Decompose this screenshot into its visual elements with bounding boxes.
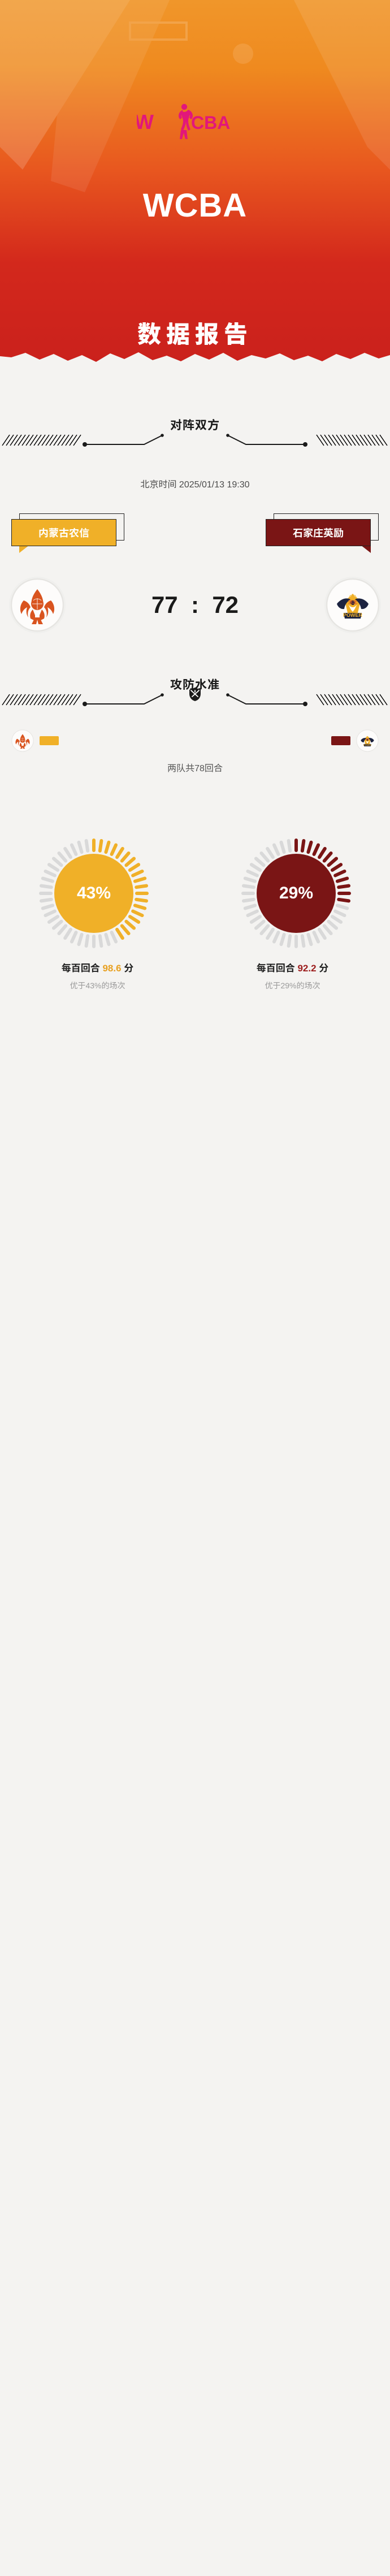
svg-text:W: W [137,110,154,133]
svg-text:CBA: CBA [191,113,230,133]
